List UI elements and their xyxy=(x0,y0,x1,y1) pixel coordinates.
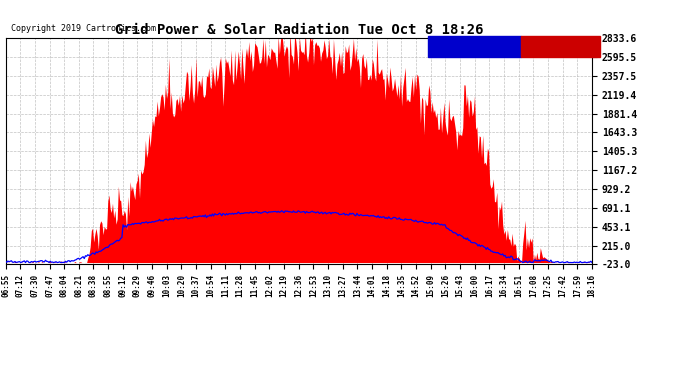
Text: Radiation (W/m2): Radiation (W/m2) xyxy=(435,42,514,51)
Text: Grid (AC Watts): Grid (AC Watts) xyxy=(523,42,598,51)
Text: Copyright 2019 Cartronics.com: Copyright 2019 Cartronics.com xyxy=(11,24,157,33)
Title: Grid Power & Solar Radiation Tue Oct 8 18:26: Grid Power & Solar Radiation Tue Oct 8 1… xyxy=(115,23,483,37)
